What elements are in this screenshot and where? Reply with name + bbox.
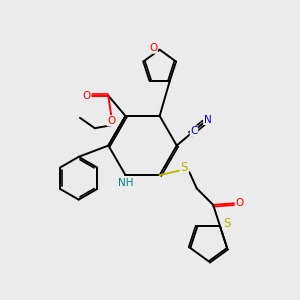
Text: N: N bbox=[204, 115, 212, 124]
Text: S: S bbox=[181, 161, 188, 174]
Text: O: O bbox=[82, 91, 91, 100]
Text: S: S bbox=[223, 217, 230, 230]
Text: O: O bbox=[107, 116, 115, 126]
Text: O: O bbox=[236, 198, 244, 208]
Text: NH: NH bbox=[118, 178, 133, 188]
Text: O: O bbox=[149, 43, 157, 53]
Text: C: C bbox=[190, 126, 198, 136]
